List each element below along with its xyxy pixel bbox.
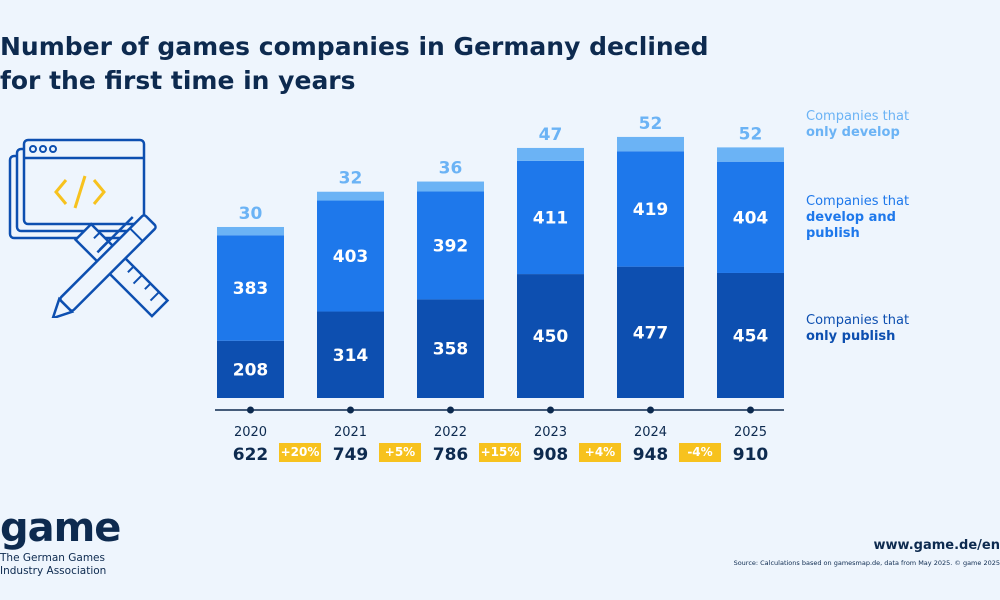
growth-badge-2025: -4% — [679, 443, 721, 462]
bar-segment-2022-2 — [417, 191, 484, 300]
axis-tick-2021 — [347, 406, 354, 414]
bar-segment-2021-2 — [317, 200, 384, 312]
data-label-2024-2: 419 — [633, 200, 669, 220]
total-label-2021: 749 — [333, 445, 369, 465]
website-url: www.game.de/en — [873, 538, 1000, 553]
data-label-2022-3: 36 — [439, 159, 463, 179]
data-label-2022-1: 358 — [433, 340, 469, 360]
total-label-2023: 908 — [533, 445, 569, 465]
data-label-2024-1: 477 — [633, 323, 669, 343]
year-label-2023: 2023 — [534, 425, 567, 440]
growth-badge-2024: +4% — [579, 443, 621, 462]
data-label-2020-2: 383 — [233, 279, 269, 299]
legend-item-only-develop: Companies that only develop — [806, 109, 910, 140]
legend-item-develop-and-publish: Companies that develop and publish — [806, 194, 910, 241]
total-label-2025: 910 — [733, 445, 769, 465]
bar-segment-2025-1 — [717, 272, 784, 398]
game-logo: game The German Games Industry Associati… — [0, 505, 121, 578]
data-label-2022-2: 392 — [433, 236, 469, 256]
bar-segment-2023-1 — [517, 274, 584, 398]
data-label-2021-2: 403 — [333, 247, 369, 267]
axis-tick-2024 — [647, 406, 654, 414]
data-label-2023-2: 411 — [533, 208, 569, 228]
data-label-2025-2: 404 — [733, 208, 769, 228]
axis-tick-2022 — [447, 406, 454, 414]
bar-segment-2021-1 — [317, 311, 384, 398]
year-label-2025: 2025 — [734, 425, 767, 440]
total-label-2020: 622 — [233, 445, 269, 465]
data-label-2025-1: 454 — [733, 326, 769, 346]
legend-item-only-publish: Companies that only publish — [806, 313, 910, 344]
bar-segment-2023-2 — [517, 160, 584, 275]
chart-title-line-1: Number of games companies in Germany dec… — [0, 32, 709, 61]
axis-tick-2023 — [547, 406, 554, 414]
bar-segment-2020-1 — [217, 340, 284, 398]
growth-badge-2023: +15% — [479, 443, 521, 462]
bar-segment-2024-2 — [617, 151, 684, 267]
bar-segment-2024-1 — [617, 266, 684, 398]
bar-segment-2021-3 — [317, 191, 384, 201]
total-label-2022: 786 — [433, 445, 469, 465]
bar-segment-2024-3 — [617, 136, 684, 152]
data-label-2025-3: 52 — [739, 124, 763, 144]
year-label-2021: 2021 — [334, 425, 367, 440]
bar-segment-2022-1 — [417, 299, 484, 398]
chart-title: Number of games companies in Germany dec… — [0, 30, 720, 98]
axis-tick-2025 — [747, 406, 754, 414]
code-window-pen-ruler-icon — [8, 138, 170, 318]
growth-badge-2021: +20% — [279, 443, 321, 462]
year-label-2020: 2020 — [234, 425, 267, 440]
bar-segment-2023-3 — [517, 147, 584, 161]
bar-segment-2025-2 — [717, 161, 784, 273]
data-label-2024-3: 52 — [639, 114, 663, 134]
data-label-2020-1: 208 — [233, 360, 269, 380]
data-label-2021-1: 314 — [333, 346, 369, 366]
logo-subtitle: The German Games Industry Association — [0, 552, 107, 577]
total-label-2024: 948 — [633, 445, 669, 465]
year-label-2024: 2024 — [634, 425, 667, 440]
data-label-2020-3: 30 — [239, 204, 263, 224]
bar-segment-2025-3 — [717, 147, 784, 162]
bar-segment-2020-2 — [217, 235, 284, 341]
growth-badge-2022: +5% — [379, 443, 421, 462]
data-label-2021-3: 32 — [339, 169, 363, 189]
bar-segment-2022-3 — [417, 181, 484, 192]
year-label-2022: 2022 — [434, 425, 467, 440]
chart-title-line-2: for the first time in years — [0, 66, 356, 95]
data-label-2023-3: 47 — [539, 125, 563, 145]
data-label-2023-1: 450 — [533, 327, 569, 347]
source-note: Source: Calculations based on gamesmap.d… — [733, 559, 1000, 567]
axis-tick-2020 — [247, 406, 254, 414]
bar-segment-2020-3 — [217, 226, 284, 236]
logo-wordmark: game — [0, 505, 121, 551]
